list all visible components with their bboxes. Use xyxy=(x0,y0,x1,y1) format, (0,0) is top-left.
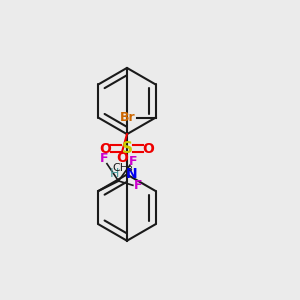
Text: O: O xyxy=(99,142,111,156)
Text: F: F xyxy=(100,152,108,165)
Text: O: O xyxy=(116,151,128,165)
Text: H: H xyxy=(109,167,119,179)
Text: CH₃: CH₃ xyxy=(113,163,134,173)
Text: F: F xyxy=(134,179,142,192)
Text: S: S xyxy=(122,141,133,156)
Text: O: O xyxy=(142,142,154,156)
Text: Br: Br xyxy=(120,111,136,124)
Text: N: N xyxy=(125,167,137,182)
Text: F: F xyxy=(129,154,138,168)
